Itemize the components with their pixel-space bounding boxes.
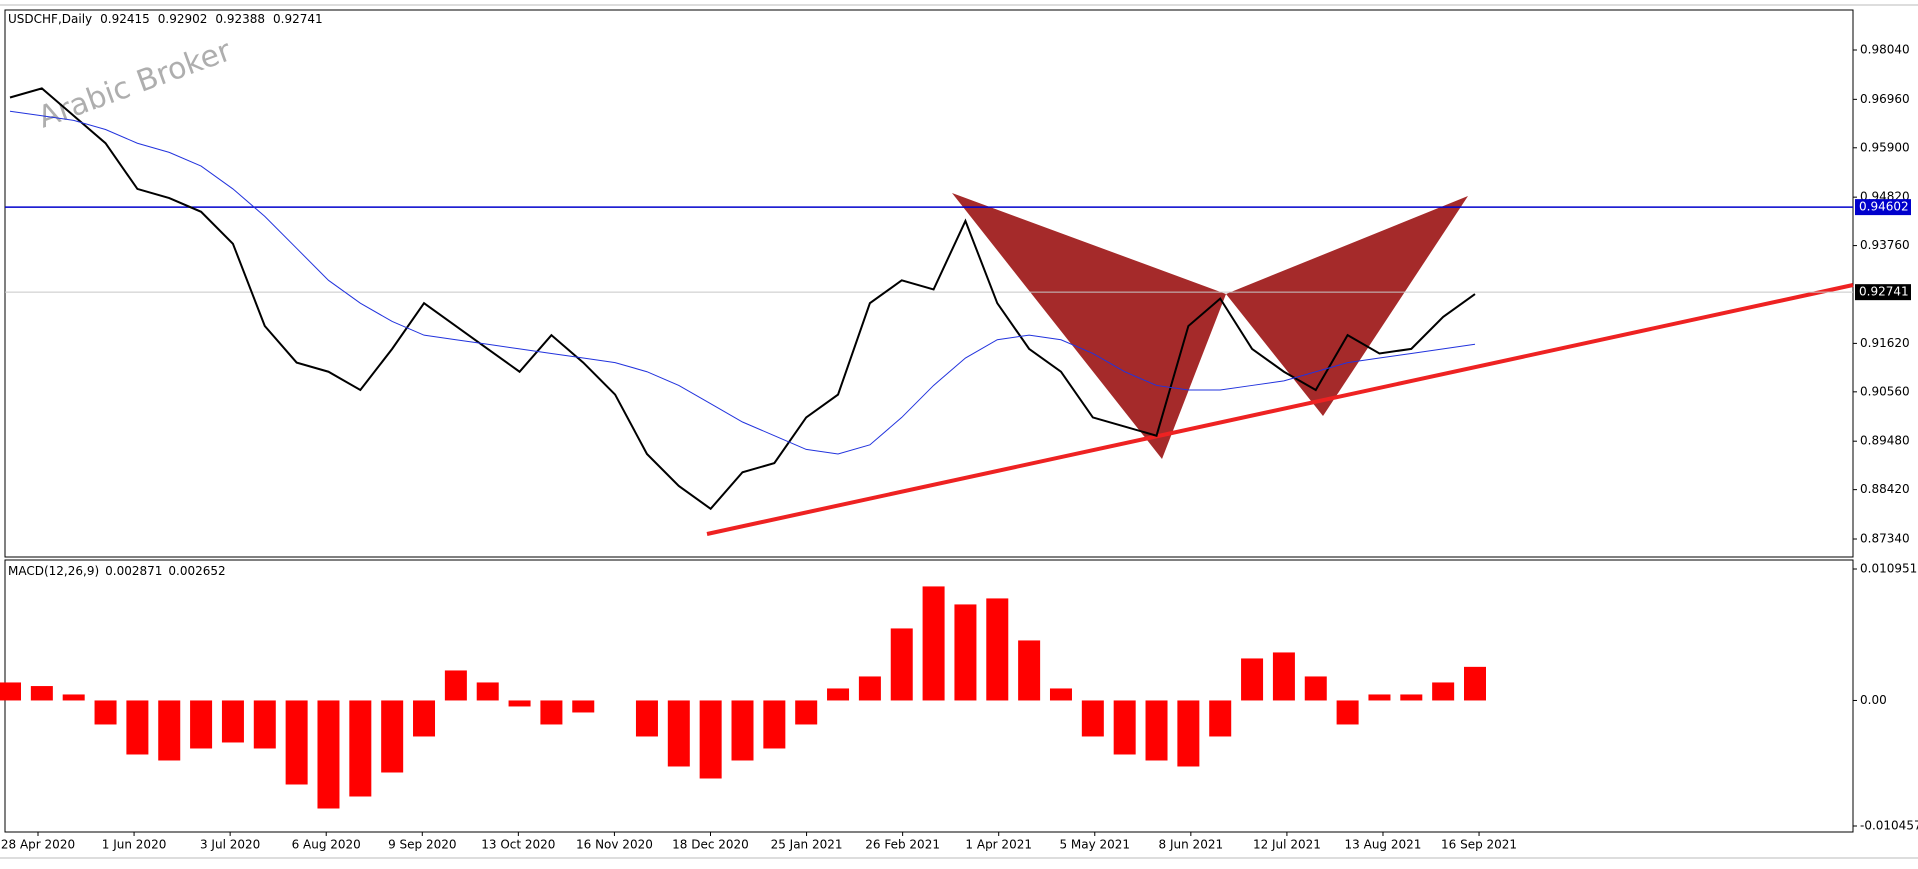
- y-tick-label: 0.90560: [1860, 384, 1910, 398]
- macd-bar: [1049, 688, 1072, 701]
- macd-bar: [1304, 676, 1327, 701]
- y-tick-label: 0.96960: [1860, 92, 1910, 106]
- macd-bar: [1113, 700, 1136, 755]
- watermark: Arabic Broker: [34, 33, 237, 135]
- macd-bar: [1400, 694, 1423, 701]
- pattern-xab: [952, 193, 1226, 459]
- macd-bar: [285, 700, 308, 785]
- x-tick-label: 26 Feb 2021: [865, 838, 940, 852]
- series-line: [9, 87, 1476, 511]
- macd-bar: [763, 700, 786, 749]
- macd-bar: [1241, 658, 1264, 701]
- y-tick-label: 0.93760: [1860, 238, 1910, 252]
- macd-bar: [1209, 700, 1232, 737]
- y-tick-label: 0.88420: [1860, 482, 1910, 496]
- macd-bar: [1177, 700, 1200, 767]
- macd-bar: [317, 700, 340, 809]
- y-tick-label: 0.00: [1860, 693, 1887, 707]
- macd-bar: [1081, 700, 1104, 737]
- macd-bar: [1432, 682, 1455, 701]
- macd-bar: [1336, 700, 1359, 725]
- y-tick-label: 0.98040: [1860, 42, 1910, 56]
- y-tick-label: 0.89480: [1860, 434, 1910, 448]
- x-tick-label: 13 Oct 2020: [481, 838, 555, 852]
- macd-bar: [1272, 652, 1295, 701]
- symbol-title: USDCHF,Daily 0.92415 0.92902 0.92388 0.92741: [8, 12, 323, 26]
- macd-bar: [0, 682, 21, 701]
- macd-bar: [986, 598, 1009, 701]
- macd-bar: [444, 670, 467, 701]
- macd-bar: [1464, 666, 1486, 701]
- x-tick-label: 6 Aug 2020: [292, 838, 361, 852]
- y-tick-label: -0.010457: [1860, 818, 1918, 832]
- trend-line: [706, 283, 1854, 536]
- macd-bar: [1368, 694, 1391, 701]
- x-tick-label: 18 Dec 2020: [672, 838, 749, 852]
- x-tick-label: 1 Apr 2021: [965, 838, 1032, 852]
- macd-bar: [827, 688, 850, 701]
- x-tick-label: 1 Jun 2020: [102, 838, 167, 852]
- y-tick-label: 0.87340: [1860, 531, 1910, 545]
- macd-bar: [62, 694, 85, 701]
- symbol: USDCHF,Daily: [8, 12, 92, 26]
- macd-bar: [922, 586, 945, 701]
- x-tick-label: 13 Aug 2021: [1345, 838, 1422, 852]
- macd-bar: [30, 686, 53, 701]
- macd-bar: [699, 700, 722, 779]
- series-line: [9, 110, 1476, 455]
- macd-bar: [1145, 700, 1168, 761]
- ohlc-value: 0.92902: [158, 12, 208, 26]
- macd-value: 0.002652: [168, 564, 225, 578]
- x-tick-label: 9 Sep 2020: [388, 838, 456, 852]
- macd-bar: [540, 700, 563, 725]
- x-tick-label: 25 Jan 2021: [771, 838, 843, 852]
- x-tick-label: 3 Jul 2020: [200, 838, 260, 852]
- macd-bar: [221, 700, 244, 743]
- macd-bar: [572, 700, 595, 713]
- ohlc-value: 0.92415: [100, 12, 150, 26]
- x-tick-label: 28 Apr 2020: [1, 838, 75, 852]
- macd-bar: [890, 628, 913, 701]
- macd-name: MACD(12,26,9): [8, 564, 99, 578]
- price-label-box: [1855, 284, 1911, 301]
- macd-bar: [635, 700, 658, 737]
- y-tick-label: 0.95900: [1860, 140, 1910, 154]
- x-tick-label: 16 Nov 2020: [576, 838, 653, 852]
- macd-bar: [126, 700, 149, 755]
- macd-bar: [508, 700, 531, 707]
- macd-bar: [349, 700, 372, 797]
- macd-bar: [954, 604, 977, 701]
- x-tick-label: 16 Sep 2021: [1441, 838, 1517, 852]
- macd-bar: [413, 700, 436, 737]
- y-tick-label: 0.91620: [1860, 336, 1910, 350]
- macd-bar: [94, 700, 117, 725]
- price-label: 0.94602: [1859, 200, 1909, 214]
- macd-bar: [795, 700, 818, 725]
- macd-bar: [190, 700, 213, 749]
- macd-title: MACD(12,26,9) 0.002871 0.002652: [8, 564, 226, 578]
- pattern-bcd: [1226, 196, 1468, 416]
- ohlc-value: 0.92388: [215, 12, 265, 26]
- x-tick-label: 12 Jul 2021: [1253, 838, 1321, 852]
- macd-bar: [667, 700, 690, 767]
- macd-bar: [158, 700, 181, 761]
- macd-bar: [253, 700, 276, 749]
- ohlc-value: 0.92741: [273, 12, 323, 26]
- macd-bar: [731, 700, 754, 761]
- main-panel: [4, 9, 1854, 558]
- y-tick-label: 0.010951: [1860, 562, 1917, 576]
- macd-bar: [381, 700, 404, 773]
- macd-value: 0.002871: [105, 564, 162, 578]
- price-label: 0.92741: [1859, 285, 1909, 299]
- x-tick-label: 5 May 2021: [1059, 838, 1130, 852]
- x-tick-label: 8 Jun 2021: [1159, 838, 1224, 852]
- macd-bar: [1018, 640, 1041, 701]
- price-label-box: [1855, 199, 1911, 216]
- macd-bar: [858, 676, 881, 701]
- macd-bar: [476, 682, 499, 701]
